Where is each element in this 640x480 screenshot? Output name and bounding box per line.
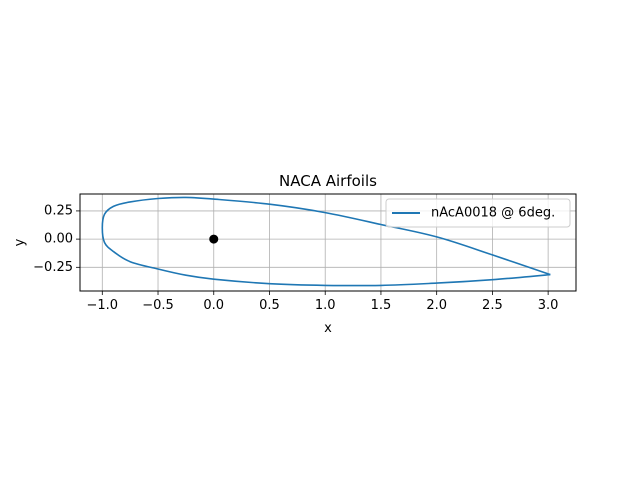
y-tick-label: 0.00 [44, 232, 73, 247]
x-tick-label: 0.5 [259, 298, 280, 313]
x-tick-label: 0.0 [203, 298, 224, 313]
legend-box [385, 198, 571, 228]
x-tick-label: −1.0 [87, 298, 119, 313]
x-axis: −1.0 −0.5 0.0 0.5 1.0 1.5 2.0 2.5 3.0 [87, 291, 559, 313]
x-tick-label: −0.5 [142, 298, 174, 313]
x-tick-label: 2.0 [426, 298, 447, 313]
x-tick-label: 1.0 [315, 298, 336, 313]
x-tick-label: 1.5 [371, 298, 392, 313]
y-axis-label: y [13, 238, 28, 246]
x-tick-label: 3.0 [538, 298, 559, 313]
airfoil-outline-line [101, 196, 551, 287]
plot-frame [79, 193, 577, 292]
center-point-marker [209, 234, 219, 244]
x-axis-label: x [324, 321, 332, 336]
x-tick-label: 2.5 [482, 298, 503, 313]
y-tick-label: 0.25 [44, 203, 73, 218]
series-layer [101, 196, 551, 287]
y-axis: 0.25 0.00 −0.25 [33, 203, 80, 275]
chart-title: NACA Airfoils [279, 172, 377, 190]
legend: nAcA0018 @ 6deg. [385, 198, 571, 228]
y-tick-label: −0.25 [33, 260, 73, 275]
legend-entry: nAcA0018 @ 6deg. [431, 206, 555, 221]
